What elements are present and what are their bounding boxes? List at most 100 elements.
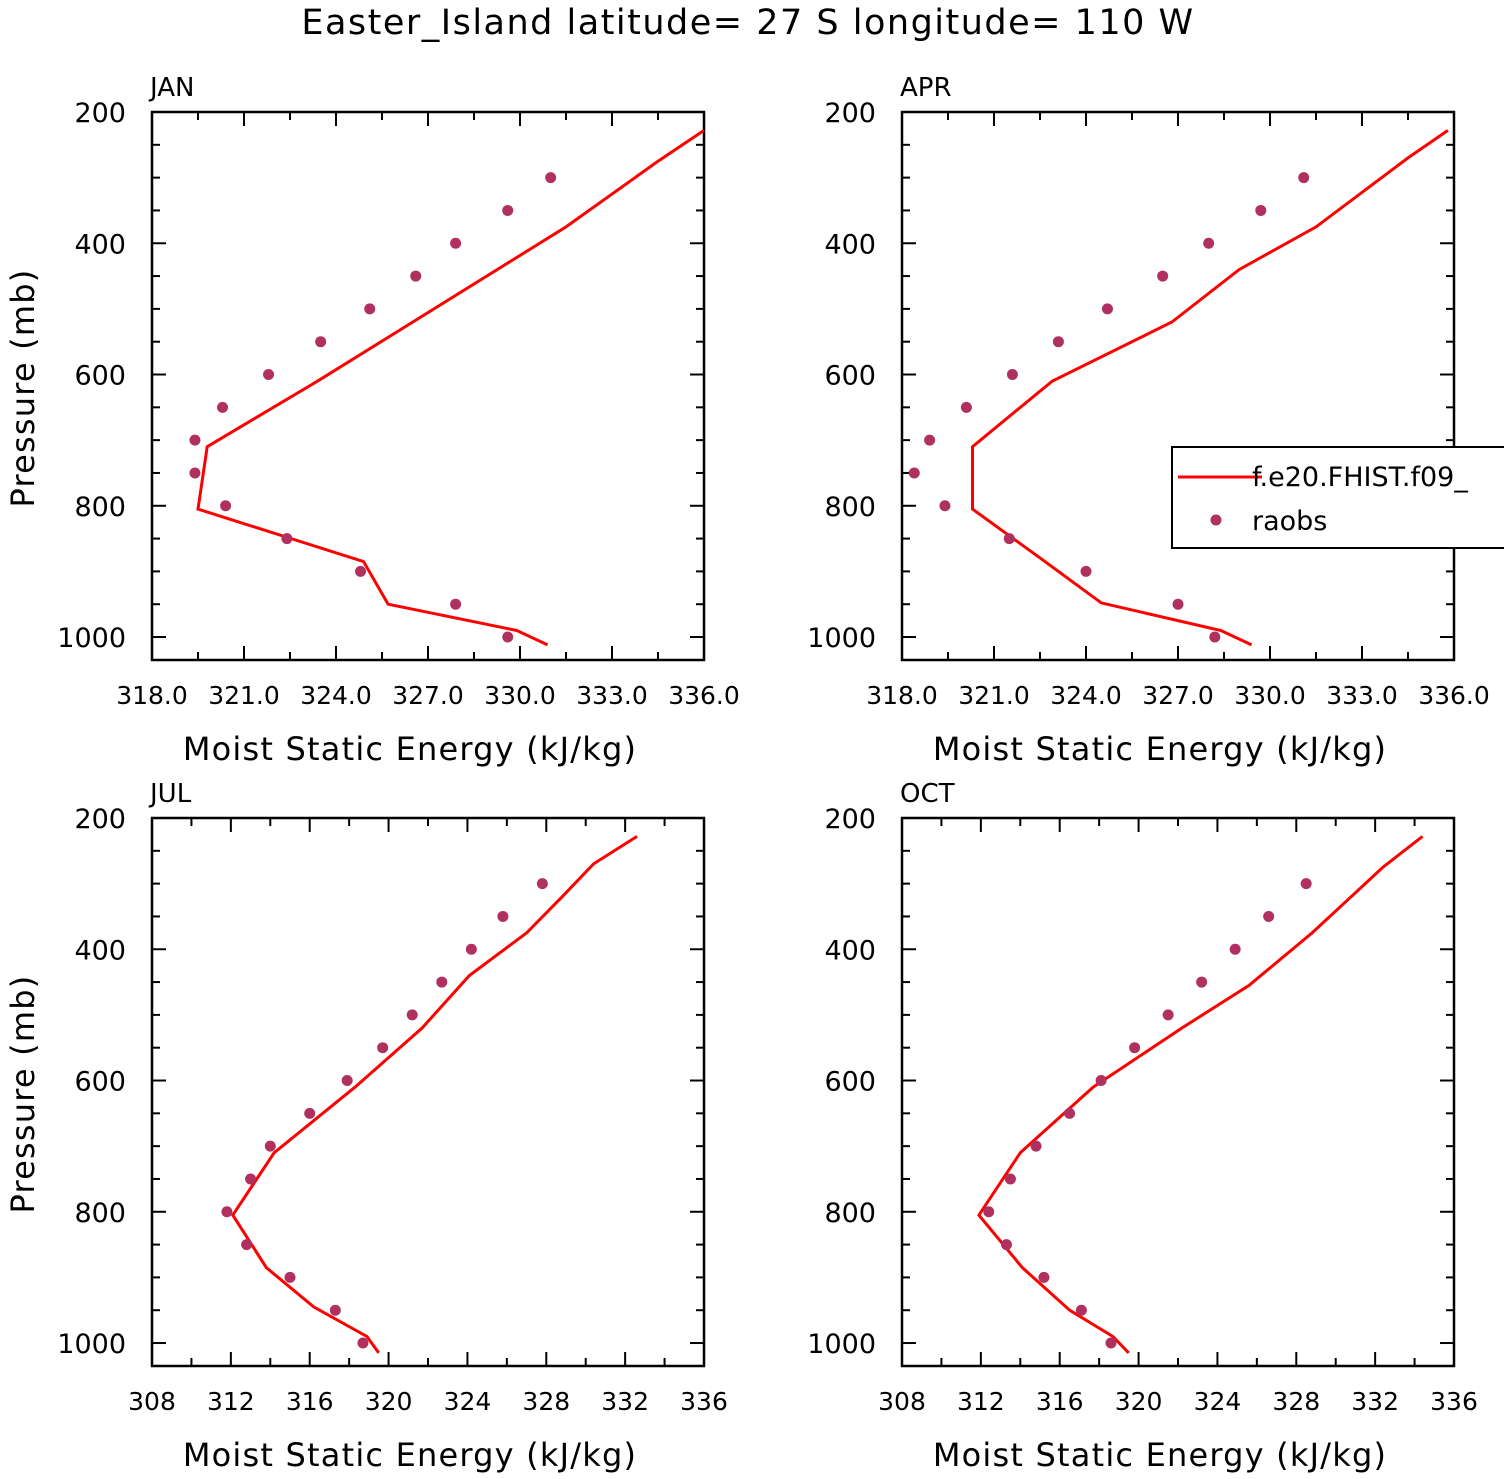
raobs-point — [264, 1140, 276, 1152]
raobs-point — [189, 467, 201, 479]
x-tick-label: 324 — [1194, 1387, 1242, 1416]
x-tick-label: 336 — [680, 1387, 728, 1416]
y-tick-label: 800 — [824, 492, 876, 523]
raobs-point — [1196, 976, 1208, 988]
x-tick-label: 327.0 — [392, 681, 464, 710]
x-tick-label: 324.0 — [1050, 681, 1122, 710]
x-tick-label: 328 — [1272, 1387, 1320, 1416]
x-tick-label: 316 — [1036, 1387, 1084, 1416]
raobs-point — [406, 1009, 418, 1021]
x-tick-label: 321.0 — [208, 681, 280, 710]
raobs-point — [450, 237, 462, 249]
raobs-point — [1075, 1304, 1087, 1316]
x-tick-label: 336.0 — [668, 681, 740, 710]
raobs-point — [284, 1271, 296, 1283]
panel-jul: 308 312 316 320 324 328 332 336 200 400 600 800 1000… — [4, 779, 728, 1474]
x-tick-label: 332 — [1351, 1387, 1399, 1416]
raobs-point — [1229, 943, 1241, 955]
raobs-point — [924, 434, 936, 446]
y-tick-label: 800 — [74, 1198, 126, 1229]
raobs-point — [1080, 565, 1092, 577]
raobs-point — [304, 1107, 316, 1119]
raobs-point — [341, 1075, 353, 1087]
x-axis-label: Moist Static Energy (kJ/kg) — [183, 1436, 637, 1474]
raobs-point — [217, 401, 229, 413]
raobs-point — [1003, 533, 1015, 545]
raobs-point — [1038, 1271, 1050, 1283]
raobs-point — [221, 1206, 233, 1218]
raobs-point — [263, 369, 275, 381]
raobs-point — [1000, 1239, 1012, 1251]
raobs-point — [355, 565, 367, 577]
x-tick-label: 321.0 — [958, 681, 1030, 710]
raobs-point — [502, 631, 514, 643]
x-tick-label: 308 — [128, 1387, 176, 1416]
legend-obs-swatch — [1210, 514, 1222, 526]
legend-box — [1171, 446, 1504, 549]
x-tick-label: 328 — [522, 1387, 570, 1416]
raobs-point — [1255, 204, 1267, 216]
y-tick-label: 200 — [824, 804, 876, 835]
y-tick-label: 1000 — [807, 1329, 876, 1360]
raobs-point — [364, 303, 376, 315]
x-tick-label: 330.0 — [484, 681, 556, 710]
raobs-point — [1101, 303, 1113, 315]
raobs-point — [1157, 270, 1169, 282]
x-tick-label: 336.0 — [1418, 681, 1490, 710]
panel-title: JAN — [148, 73, 194, 103]
raobs-point — [281, 533, 293, 545]
raobs-point — [465, 943, 477, 955]
x-tick-label: 324 — [444, 1387, 492, 1416]
panel-title: OCT — [900, 779, 955, 809]
legend: f.e20.FHIST.f09_raobs — [1171, 446, 1504, 549]
x-tick-label: 332 — [601, 1387, 649, 1416]
model-line — [971, 129, 1449, 647]
raobs-point — [410, 270, 422, 282]
raobs-point — [939, 500, 951, 512]
x-tick-label: 320 — [365, 1387, 413, 1416]
raobs-point — [502, 204, 514, 216]
y-tick-label: 400 — [74, 935, 126, 966]
x-tick-label: 312 — [207, 1387, 255, 1416]
x-tick-label: 308 — [878, 1387, 926, 1416]
x-axis-label: Moist Static Energy (kJ/kg) — [933, 1436, 1387, 1474]
raobs-point — [960, 401, 972, 413]
raobs-point — [1064, 1107, 1076, 1119]
x-tick-label: 324.0 — [300, 681, 372, 710]
x-tick-label: 333.0 — [576, 681, 648, 710]
panel-title: APR — [900, 73, 952, 103]
x-axis-label: Moist Static Energy (kJ/kg) — [183, 730, 637, 768]
raobs-point — [1052, 336, 1064, 348]
raobs-point — [1203, 237, 1215, 249]
raobs-point — [1209, 631, 1221, 643]
raobs-point — [1129, 1042, 1141, 1054]
y-tick-label: 600 — [824, 361, 876, 392]
panel-apr: 318.0 321.0 324.0 327.0 330.0 333.0 336.0 200 40… — [807, 73, 1490, 768]
y-axis-label: Pressure (mb) — [4, 975, 42, 1214]
raobs-point — [329, 1304, 341, 1316]
y-tick-label: 200 — [74, 98, 126, 129]
y-tick-label: 200 — [824, 98, 876, 129]
raobs-point — [357, 1337, 369, 1349]
raobs-point — [1162, 1009, 1174, 1021]
raobs-point — [1105, 1337, 1117, 1349]
raobs-point — [545, 172, 557, 184]
y-tick-label: 800 — [74, 492, 126, 523]
raobs-point — [450, 598, 462, 610]
panel-jan: 318.0 321.0 324.0 327.0 330.0 333.0 336.0 200 40… — [4, 73, 740, 768]
raobs-point — [1263, 910, 1275, 922]
raobs-point — [241, 1239, 253, 1251]
y-tick-label: 400 — [824, 935, 876, 966]
model-line — [196, 129, 705, 647]
raobs-point — [983, 1206, 995, 1218]
raobs-point — [189, 434, 201, 446]
x-tick-label: 333.0 — [1326, 681, 1398, 710]
raobs-point — [536, 878, 548, 890]
y-tick-label: 600 — [74, 1067, 126, 1098]
y-axis-label: Pressure (mb) — [4, 269, 42, 508]
raobs-point — [1004, 1173, 1016, 1185]
x-tick-label: 330.0 — [1234, 681, 1306, 710]
plot-frame — [900, 816, 1456, 1368]
raobs-point — [1298, 172, 1310, 184]
